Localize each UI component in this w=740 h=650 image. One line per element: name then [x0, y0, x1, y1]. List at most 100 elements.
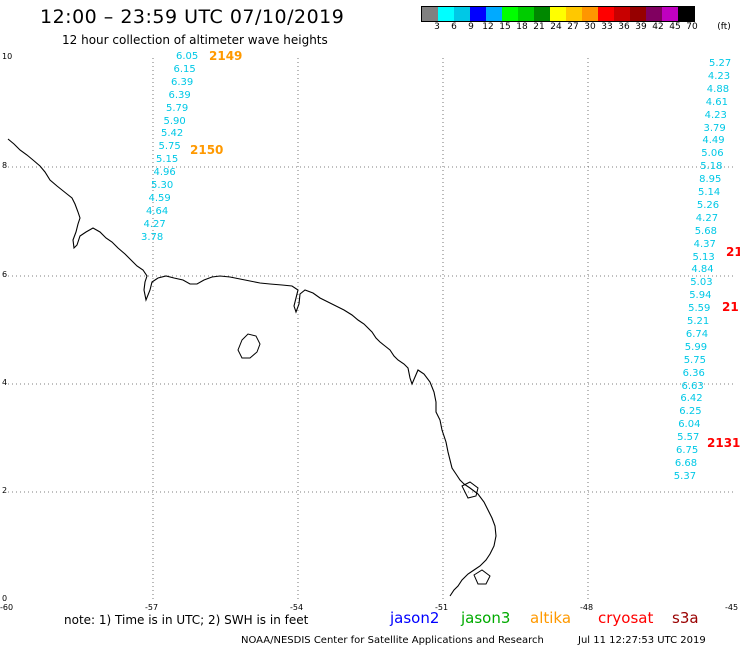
coastline [7, 138, 497, 597]
color-legend-label: 15 [499, 22, 511, 32]
latitude-tick-label: 6 [2, 270, 8, 279]
color-swatch [454, 7, 470, 21]
latitude-tick-label: 0 [2, 594, 8, 603]
color-swatch [502, 7, 518, 21]
latitude-tick-label: 8 [2, 161, 8, 170]
grid-lines [8, 58, 733, 600]
longitude-tick-label: -48 [580, 603, 594, 612]
wave-height-value: 5.59 [688, 303, 711, 315]
wave-height-value: 4.49 [702, 135, 725, 147]
color-legend-label: 27 [567, 22, 579, 32]
color-legend-label: 6 [451, 22, 457, 32]
wave-height-value: 5.06 [701, 148, 724, 160]
color-swatch [614, 7, 630, 21]
color-swatch [582, 7, 598, 21]
cycle-number-label: 21 [722, 300, 739, 314]
wave-height-value: 6.36 [682, 367, 705, 379]
wave-height-value: 5.27 [709, 58, 732, 69]
latitude-tick-label: 4 [2, 378, 8, 387]
wave-height-value: 6.68 [674, 457, 698, 469]
wave-height-value: 6.04 [678, 419, 701, 431]
latitude-tick-label: 10 [2, 52, 13, 61]
wave-height-value: 5.42 [161, 128, 184, 140]
cycle-number-label: 2150 [190, 143, 224, 157]
cycle-number-label: 2149 [209, 49, 243, 63]
wave-height-value: 6.15 [173, 63, 196, 75]
wave-height-value: 4.64 [146, 205, 169, 217]
wave-height-value: 4.23 [704, 109, 727, 121]
wave-height-value: 4.88 [706, 83, 730, 95]
page-title: 12:00 – 23:59 UTC 07/10/2019 [40, 6, 345, 28]
wave-height-value: 3.78 [141, 231, 164, 243]
color-swatch [438, 7, 454, 21]
color-legend-bar [421, 6, 695, 22]
wave-height-value: 5.13 [692, 251, 715, 263]
wave-height-value: 5.94 [689, 290, 712, 302]
cycle-number-label: 2131 [707, 436, 740, 450]
page-subtitle: 12 hour collection of altimeter wave hei… [62, 33, 328, 47]
wave-height-value: 4.96 [153, 167, 176, 179]
longitude-tick-label: -51 [435, 603, 449, 612]
color-swatch [646, 7, 662, 21]
color-swatch [470, 7, 486, 21]
generated-timestamp: Jul 11 12:27:53 UTC 2019 [578, 635, 706, 646]
wave-height-value: 6.25 [679, 406, 702, 418]
wave-height-value: 6.39 [168, 89, 191, 101]
wave-height-value: 3.79 [703, 122, 726, 134]
wave-height-value: 6.05 [176, 51, 199, 62]
color-swatch [662, 7, 678, 21]
wave-height-value: 5.21 [687, 316, 710, 327]
color-swatch [550, 7, 566, 21]
wave-height-value: 5.03 [690, 277, 713, 289]
wave-height-value: 5.15 [156, 154, 179, 166]
wave-height-value: 5.30 [151, 180, 174, 191]
color-legend-label: 3 [434, 22, 440, 32]
color-legend-label: 33 [601, 22, 613, 32]
wave-height-value: 5.79 [166, 102, 189, 114]
color-legend-label: 42 [652, 22, 664, 32]
color-swatch [630, 7, 646, 21]
color-legend-label: 45 [669, 22, 681, 32]
color-legend-label: 9 [468, 22, 474, 32]
wave-height-value: 5.99 [684, 341, 708, 353]
mission-legend-item: s3a [672, 609, 699, 627]
mission-legend-item: cryosat [598, 609, 654, 627]
mission-legend-item: altika [530, 609, 572, 627]
mission-legend-item: jason3 [461, 609, 511, 627]
longitude-tick-label: -57 [145, 603, 159, 612]
color-legend-label: 12 [482, 22, 494, 32]
wave-height-value: 4.84 [691, 264, 714, 276]
color-swatch [422, 7, 438, 21]
longitude-tick-label: -60 [0, 603, 14, 612]
color-swatch [534, 7, 550, 21]
wave-height-value: 5.90 [163, 115, 186, 127]
wave-height-value: 5.26 [696, 199, 720, 211]
longitude-tick-label: -45 [725, 603, 739, 612]
wave-height-value: 5.75 [158, 141, 181, 153]
color-swatch [518, 7, 534, 21]
color-swatch [486, 7, 502, 21]
wave-height-value: 6.74 [685, 328, 709, 340]
wave-height-value: 4.27 [695, 212, 719, 224]
color-legend-label: 36 [618, 22, 630, 32]
wave-height-value: 5.18 [700, 161, 723, 173]
wave-height-value: 5.57 [677, 432, 700, 444]
wave-height-value: 5.68 [694, 225, 717, 237]
color-legend-label: 21 [533, 22, 545, 32]
color-legend-label: 39 [635, 22, 647, 32]
color-swatch [678, 7, 694, 21]
wave-height-value: 5.37 [673, 470, 697, 482]
cycle-number-label: 21 [726, 245, 740, 259]
longitude-tick-label: -54 [290, 603, 304, 612]
wave-height-value: 5.14 [698, 187, 721, 198]
color-swatch [598, 7, 614, 21]
color-legend-unit: (ft) [717, 22, 731, 32]
wave-height-value: 6.39 [171, 76, 194, 88]
wave-height-value: 6.42 [680, 393, 703, 405]
wave-height-value: 8.95 [699, 174, 722, 186]
latitude-tick-label: 2 [2, 486, 8, 495]
wave-height-value: 6.63 [681, 380, 704, 392]
color-swatch [566, 7, 582, 21]
